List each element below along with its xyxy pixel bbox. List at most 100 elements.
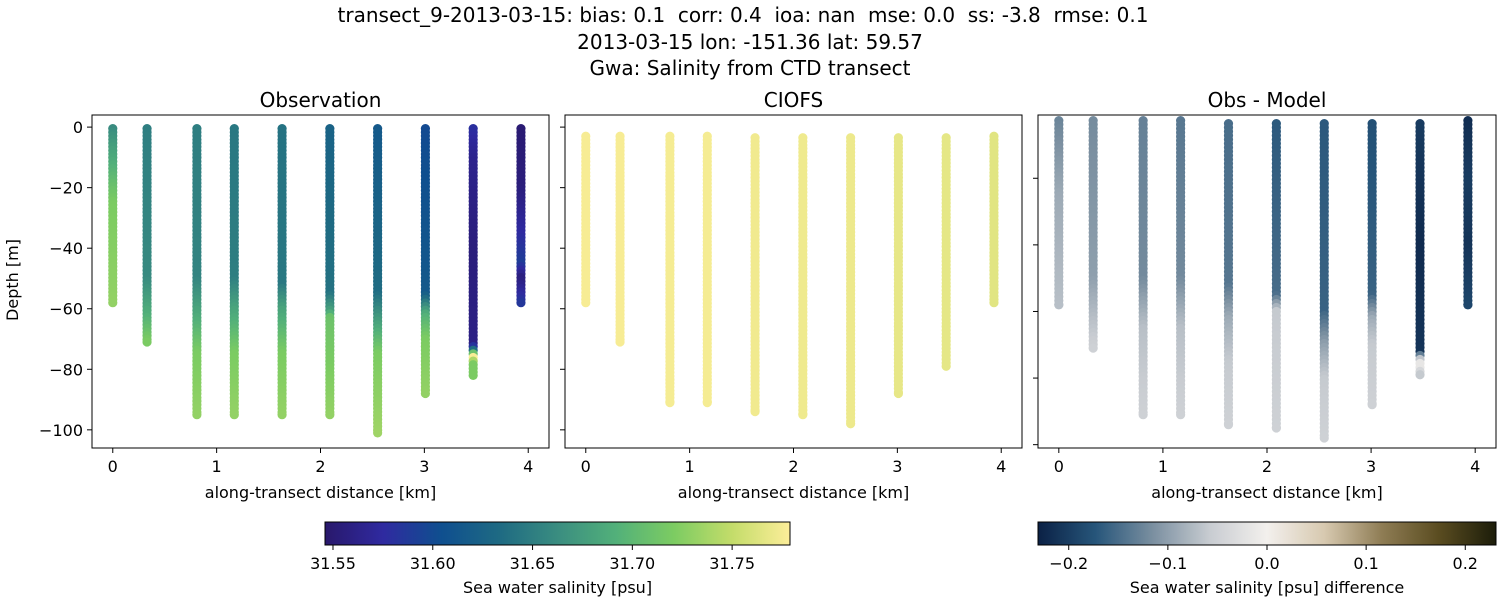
x-tick-label: 3 [419,457,429,476]
x-tick-label: 4 [523,457,533,476]
data-point [1223,420,1234,430]
data-point [277,410,287,420]
colorbar-tick-label: 0.0 [1254,554,1279,573]
station-9 [516,124,526,308]
data-point [1138,410,1148,420]
x-tick-label: 0 [108,457,118,476]
station-6 [846,133,856,429]
data-point [1088,343,1098,353]
data-point [1319,433,1329,443]
x-axis-label: along-transect distance [km] [1151,483,1382,502]
station-2 [192,124,202,420]
station-4 [1223,119,1234,430]
station-4 [277,124,287,420]
station-2 [665,131,675,408]
data-point [665,397,675,408]
x-tick-label: 0 [581,457,591,476]
station-0 [1054,116,1064,310]
data-point [142,337,152,347]
data-point [846,419,856,429]
station-5 [325,124,335,420]
colorbar-tick-label: 31.65 [510,554,556,573]
y-tick-label: −20 [49,179,83,198]
data-point [893,388,904,399]
x-tick-label: 0 [1054,457,1064,476]
data-point [1367,400,1377,410]
station-7 [1367,119,1377,410]
colorbar-bar [324,521,791,546]
data-point [516,298,526,308]
y-tick-label: 0 [73,118,83,137]
data-point [702,397,712,408]
station-6 [373,124,383,438]
data-point [1463,300,1473,310]
figure-title-line-1: transect_9-2013-03-15: bias: 0.1 corr: 0… [338,3,1149,27]
figure-title-line-2: 2013-03-15 lon: -151.36 lat: 59.57 [577,30,923,54]
station-9 [989,131,999,308]
colorbar-tick-label: 0.2 [1453,554,1478,573]
panel-observation: Observation 0 1 2 3 4 along-transect distance … [3,88,550,502]
data-point [1415,370,1425,380]
panel-title: Observation [260,88,382,112]
colorbar-label: Sea water salinity [psu] difference [1130,578,1405,597]
y-tick-label: −40 [49,239,83,258]
panel-obs-model: Obs - Model 0 1 2 3 4 along-transect distance … [1033,88,1497,502]
colorbar-haline: 31.55 31.60 31.65 31.70 31.75 Sea water salin… [310,521,791,597]
x-tick-label: 3 [1366,457,1376,476]
colorbar-tick-label: 31.70 [609,554,655,573]
station-3 [229,124,239,420]
y-tick-label: −80 [49,360,83,379]
x-tick-label: 1 [685,457,695,476]
station-6 [1319,119,1329,443]
station-7 [893,133,904,399]
colorbar-label: Sea water salinity [psu] [463,578,652,597]
station-0 [108,124,118,308]
x-tick-label: 1 [212,457,222,476]
x-tick-label: 2 [788,457,798,476]
station-9 [1463,116,1473,310]
colorbar-tick-label: −0.2 [1049,554,1088,573]
data-point [1271,423,1281,433]
station-1 [615,131,625,347]
station-4 [750,133,760,417]
figure-title-line-3: Gwa: Salinity from CTD transect [590,56,911,80]
station-1 [1088,116,1098,353]
data-point [1176,410,1186,420]
colorbar-tick-label: 31.60 [410,554,456,573]
colorbar-bar [1037,521,1497,546]
data-point [750,407,760,417]
station-8 [468,124,478,380]
colorbar-tick-label: −0.1 [1148,554,1187,573]
x-axis-label: along-transect distance [km] [205,483,436,502]
axes-frame [91,114,550,449]
station-1 [142,124,152,347]
data-point [798,410,808,420]
colorbar-tick-label: 31.75 [709,554,755,573]
x-tick-label: 4 [996,457,1006,476]
data-point [1054,300,1064,310]
station-5 [798,133,808,420]
axes-frame [1037,114,1497,449]
data-point [229,410,239,420]
data-point [420,388,431,399]
station-3 [702,131,712,408]
station-5 [1271,119,1281,433]
x-tick-label: 1 [1158,457,1168,476]
station-8 [1415,119,1425,380]
station-8 [941,133,951,371]
station-2 [1138,116,1148,420]
x-axis-label: along-transect distance [km] [678,483,909,502]
data-point [192,410,202,420]
panel-title: Obs - Model [1208,88,1327,112]
x-tick-label: 2 [1262,457,1272,476]
data-point [108,298,118,308]
station-0 [581,131,591,308]
x-tick-label: 4 [1470,457,1480,476]
y-tick-label: −100 [39,421,83,440]
data-point [581,298,591,308]
x-tick-label: 3 [892,457,902,476]
panel-ciofs: CIOFS 0 1 2 3 4 along-transect distance [km] [560,88,1023,502]
data-point [468,370,478,380]
data-point [989,298,999,308]
